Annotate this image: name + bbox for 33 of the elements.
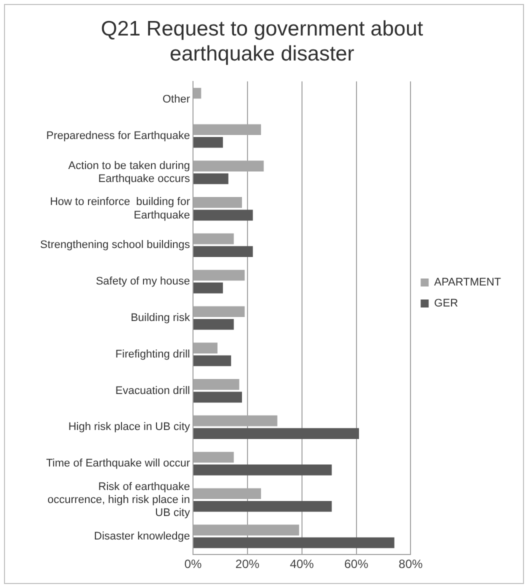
y-tick-label: Action to be taken during Earthquake occurs [68,160,190,186]
x-tick-label: 40% [290,557,314,572]
bar [194,537,394,548]
y-tick-label: Evacuation drill [115,384,190,397]
y-tick-label: Strengthening school buildings [40,239,190,252]
legend-label: APARTMENT [434,276,502,289]
y-tick-label: Other [162,94,190,106]
x-tick-label: 80% [398,557,424,572]
chart-title: Q21 Request to government about earthquake disaster [100,17,424,66]
bar [194,355,232,366]
y-tick-label: High risk place in UB city [68,421,190,434]
x-tick-label: 0% [184,557,202,572]
bar [194,500,332,512]
y-tick-label: Safety of my house [96,276,190,288]
y-tick-label: Preparedness for Earthquake [46,130,190,142]
y-tick-label: How to reinforce building for Earthquake [50,196,190,222]
bar [194,210,253,221]
bar [194,136,223,148]
bar [194,428,359,439]
y-tick-label: Time of Earthquake will occur [46,458,190,470]
x-tick-label: 60% [344,557,369,572]
y-tick-label: Firefighting drill [115,348,190,360]
bar [194,464,332,476]
y-tick-label: Risk of earthquake occurrence, high risk place in UB city [48,480,190,520]
bar [194,392,242,403]
bar [194,282,223,294]
x-tick-label: 20% [235,557,260,572]
legend-label: GER [434,298,458,310]
bar [194,173,228,184]
y-tick-label: Building risk [130,312,190,324]
y-tick-label: Disaster knowledge [94,530,190,542]
bar [194,318,234,330]
bar [194,246,253,257]
